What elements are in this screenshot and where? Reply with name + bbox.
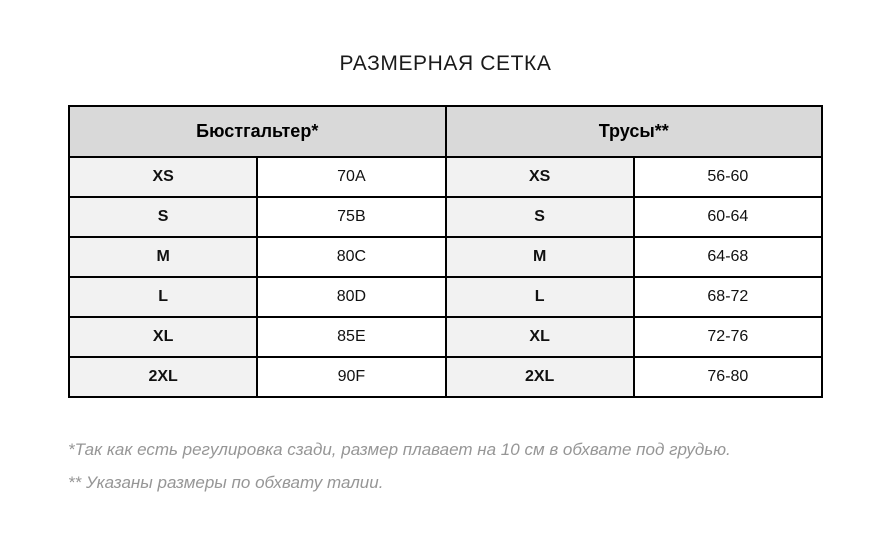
column-group-panties: Трусы** — [444, 105, 823, 158]
footnote-panties: ** Указаны размеры по обхвату талии. — [68, 473, 384, 492]
column-group-bra: Бюстгальтер* — [68, 105, 447, 158]
bra-value-cell: 85E — [256, 316, 447, 358]
panties-value-cell: 68-72 — [632, 276, 824, 318]
panties-value-cell: 72-76 — [632, 316, 824, 358]
table-row: M 80C M 64-68 — [67, 236, 824, 278]
page-title: РАЗМЕРНАЯ СЕТКА — [339, 52, 552, 75]
panties-size-cell: 2XL — [444, 356, 635, 398]
table-row: L 80D L 68-72 — [67, 276, 824, 318]
bra-value-cell: 70A — [256, 156, 447, 198]
panties-size-cell: M — [444, 236, 635, 278]
table-row: S 75B S 60-64 — [67, 196, 824, 238]
table-row: XL 85E XL 72-76 — [67, 316, 824, 358]
panties-value-cell: 64-68 — [632, 236, 824, 278]
size-grid-body: XS 70A XS 56-60 S 75B S 60-64 M 80C M 64… — [67, 156, 824, 398]
header-row: Бюстгальтер* Трусы** — [68, 105, 823, 158]
bra-value-cell: 75B — [256, 196, 447, 238]
size-grid-table: Бюстгальтер* Трусы** XS 70A XS 56-60 S 7… — [67, 105, 824, 398]
panties-value-cell: 76-80 — [632, 356, 824, 398]
panties-size-cell: S — [444, 196, 635, 238]
panties-size-cell: XL — [444, 316, 635, 358]
bra-size-cell: L — [67, 276, 259, 318]
footnote-bra: *Так как есть регулировка сзади, размер … — [68, 440, 731, 459]
panties-size-cell: XS — [444, 156, 635, 198]
table-row: 2XL 90F 2XL 76-80 — [67, 356, 824, 398]
footnotes: *Так как есть регулировка сзади, размер … — [68, 433, 858, 499]
bra-size-cell: XL — [67, 316, 259, 358]
bra-size-cell: XS — [67, 156, 259, 198]
bra-size-cell: S — [67, 196, 259, 238]
size-grid-header: Бюстгальтер* Трусы** — [68, 105, 823, 158]
bra-value-cell: 80D — [256, 276, 447, 318]
panties-value-cell: 56-60 — [632, 156, 824, 198]
panties-value-cell: 60-64 — [632, 196, 824, 238]
bra-value-cell: 90F — [256, 356, 447, 398]
bra-value-cell: 80C — [256, 236, 447, 278]
bra-size-cell: M — [67, 236, 259, 278]
table-row: XS 70A XS 56-60 — [67, 156, 824, 198]
bra-size-cell: 2XL — [67, 356, 259, 398]
panties-size-cell: L — [444, 276, 635, 318]
